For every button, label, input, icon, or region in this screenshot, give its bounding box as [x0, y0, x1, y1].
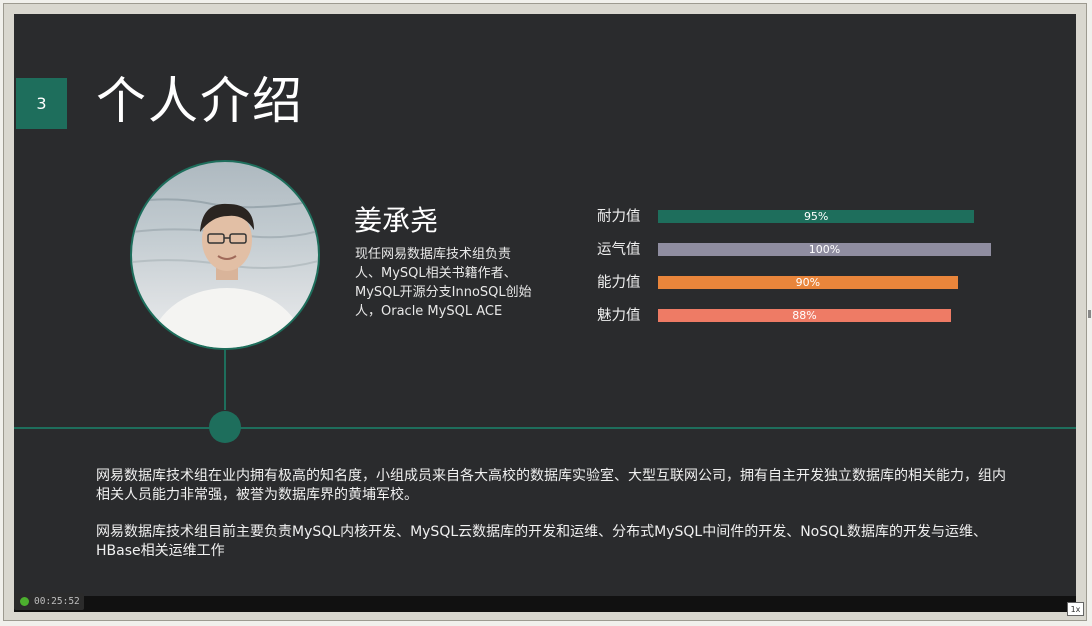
intro-paragraph-2: 网易数据库技术组目前主要负责MySQL内核开发、MySQL云数据库的开发和运维、… [96, 524, 987, 559]
stat-track: 95% [658, 210, 991, 223]
stat-row-endurance: 耐力值 95% [594, 206, 1014, 228]
stat-row-ability: 能力值 90% [594, 272, 1014, 294]
stat-value: 88% [792, 309, 817, 322]
slide-title: 个人介绍 [96, 72, 304, 130]
stats-list: 耐力值 95% 运气值 100% 能力值 90% 魅 [594, 206, 1014, 336]
stat-value: 100% [808, 243, 841, 256]
timeline-line [14, 427, 1076, 429]
slide: 3 个人介绍 姜承尧 现任网易数据库技术组负责人、MySQL相关书籍作者、MyS… [14, 14, 1076, 596]
person-name: 姜承尧 [354, 204, 439, 237]
connector-line [224, 350, 226, 410]
stat-track: 90% [658, 276, 991, 289]
elapsed-time-text: 00:25:52 [34, 596, 80, 607]
window-edge-handle[interactable] [1088, 310, 1091, 318]
stat-bar: 88% [658, 309, 952, 322]
stat-value: 90% [795, 276, 821, 289]
stat-label: 能力值 [597, 275, 641, 291]
elapsed-time: 00:25:52 [14, 593, 84, 610]
stat-row-luck: 运气值 100% [594, 239, 1014, 261]
slide-number: 3 [16, 78, 67, 129]
stat-bar: 95% [658, 210, 975, 223]
stat-value: 95% [803, 210, 829, 223]
stat-track: 88% [658, 309, 991, 322]
stat-label: 运气值 [597, 242, 641, 258]
stat-row-charm: 魅力值 88% [594, 305, 1014, 327]
stat-label: 耐力值 [597, 209, 641, 225]
avatar-photo [132, 198, 318, 348]
timeline-dot [209, 411, 241, 443]
stat-track: 100% [658, 243, 991, 256]
person-description: 现任网易数据库技术组负责人、MySQL相关书籍作者、MySQL开源分支InnoS… [355, 247, 532, 319]
stat-bar: 100% [658, 243, 991, 256]
stat-bar: 90% [658, 276, 958, 289]
intro-paragraph-1: 网易数据库技术组在业内拥有极高的知名度，小组成员来自各大高校的数据库实验室、大型… [96, 468, 1006, 503]
avatar [130, 160, 320, 350]
stat-label: 魅力值 [597, 308, 641, 324]
playback-speed-button[interactable]: 1x [1067, 602, 1084, 616]
player-control-bar[interactable] [14, 596, 1076, 612]
status-dot-icon [20, 597, 29, 606]
